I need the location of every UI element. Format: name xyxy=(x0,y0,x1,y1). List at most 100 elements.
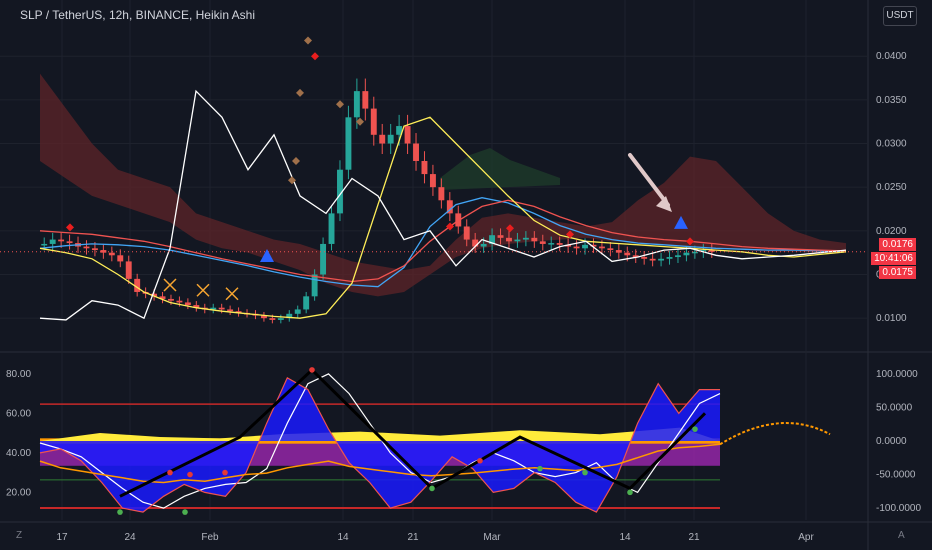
osc-right-tick-label: 50.0000 xyxy=(876,403,913,414)
candle-body xyxy=(269,318,276,320)
candle-body xyxy=(210,307,217,310)
time-tick-label: 24 xyxy=(124,532,136,543)
candle-body xyxy=(429,174,436,188)
time-tick-label: Mar xyxy=(483,532,501,543)
candle-body xyxy=(370,108,377,135)
candle-body xyxy=(691,251,698,254)
signal-dot xyxy=(537,465,543,472)
candle-body xyxy=(41,243,48,246)
candle-body xyxy=(480,243,487,247)
candle-body xyxy=(590,244,597,247)
candle-body xyxy=(320,243,327,275)
signal-dot xyxy=(692,426,698,432)
candle-body xyxy=(311,274,318,297)
last-price-tag: 0.0176 xyxy=(879,238,916,251)
time-tick-label: 21 xyxy=(688,532,700,543)
candle-body xyxy=(294,309,301,314)
candle-body xyxy=(49,239,56,244)
candle-body xyxy=(91,248,98,251)
candle-body xyxy=(683,252,690,256)
currency-button[interactable]: USDT xyxy=(883,6,917,26)
price-axis: 0.04000.03500.03000.02500.02000.01500.01… xyxy=(876,51,907,324)
candles xyxy=(41,78,715,324)
price-tick-label: 0.0300 xyxy=(876,139,907,150)
candle-body xyxy=(362,91,369,109)
candle-body xyxy=(134,278,141,292)
osc-right-tick-label: -100.0000 xyxy=(876,503,921,514)
candle-body xyxy=(404,126,411,144)
orange-trend-line xyxy=(39,443,721,484)
candle-body xyxy=(641,257,648,259)
red-ma-line xyxy=(39,199,847,283)
candle-body xyxy=(573,246,580,249)
candle-body xyxy=(83,246,90,249)
candle-body xyxy=(66,241,73,244)
cross-marker xyxy=(163,278,177,292)
time-tick-label: 14 xyxy=(619,532,631,543)
candle-body xyxy=(531,237,538,242)
candle-body xyxy=(303,296,310,310)
sell-diamond xyxy=(66,223,74,232)
white-line xyxy=(39,89,847,321)
candle-body xyxy=(413,143,419,161)
oscillator: 80.00 60.00 40.00 20.00 100.0000 50.0000 0.000… xyxy=(6,367,921,515)
price-tick-label: 0.0400 xyxy=(876,51,907,62)
sell-diamond xyxy=(566,230,574,239)
candle-body xyxy=(227,309,234,312)
osc-right-tick-label: -50.0000 xyxy=(876,469,916,480)
candle-body xyxy=(353,91,360,118)
candle-body xyxy=(260,315,267,319)
osc-right-tick-label: 0.0000 xyxy=(876,436,907,447)
candle-body xyxy=(497,235,504,238)
candle-body xyxy=(506,237,512,242)
annotation-arrow-head xyxy=(656,196,672,212)
countdown-tag: 10:41:06 xyxy=(871,252,916,265)
candle-body xyxy=(235,311,242,313)
blue-ma-line xyxy=(39,197,847,288)
brown-diamond xyxy=(296,88,304,97)
time-axis: 17 24 Feb 14 21 Mar 14 21 Apr xyxy=(56,532,814,543)
buy-triangle xyxy=(260,249,274,263)
candle-body xyxy=(632,255,639,258)
candle-body xyxy=(286,313,293,319)
candle-body xyxy=(548,243,555,245)
second-price-tag: 0.0175 xyxy=(879,266,916,279)
sell-diamond xyxy=(506,224,514,233)
price-tick-label: 0.0250 xyxy=(876,182,907,193)
candle-body xyxy=(700,250,707,252)
candle-body xyxy=(675,255,681,258)
zoom-toggle-button[interactable]: Z xyxy=(16,530,23,541)
osc-left-tick-label: 40.00 xyxy=(6,448,31,459)
signal-dot xyxy=(117,509,123,515)
candle-body xyxy=(666,257,673,259)
buy-triangle xyxy=(674,215,688,229)
candle-body xyxy=(522,237,529,240)
candle-body xyxy=(193,305,200,308)
candle-body xyxy=(565,244,572,247)
auto-scale-button[interactable]: A xyxy=(898,530,905,541)
candle-body xyxy=(184,302,191,306)
red-oscillator-line xyxy=(39,376,720,513)
sell-diamond xyxy=(311,52,319,61)
candle-body xyxy=(159,296,166,299)
signal-dot xyxy=(627,489,633,496)
candle-body xyxy=(117,255,124,262)
candle-body xyxy=(176,300,183,303)
candle-body xyxy=(100,250,107,253)
candle-body xyxy=(446,200,453,214)
candle-body xyxy=(345,117,352,170)
candle-body xyxy=(624,252,631,256)
chart-title: SLP / TetherUS, 12h, BINANCE, Heikin Ash… xyxy=(20,8,256,22)
price-tick-label: 0.0350 xyxy=(876,95,907,106)
signal-dot xyxy=(309,367,315,373)
time-tick-label: Apr xyxy=(798,532,814,543)
osc-right-tick-label: 100.0000 xyxy=(876,369,918,380)
candle-body xyxy=(649,258,656,261)
candle-body xyxy=(556,243,563,245)
sell-diamond xyxy=(686,237,694,246)
brown-diamond xyxy=(356,117,364,126)
time-tick-label: 14 xyxy=(337,532,349,543)
candle-body xyxy=(463,226,470,240)
yellow-ma-line xyxy=(39,116,847,319)
